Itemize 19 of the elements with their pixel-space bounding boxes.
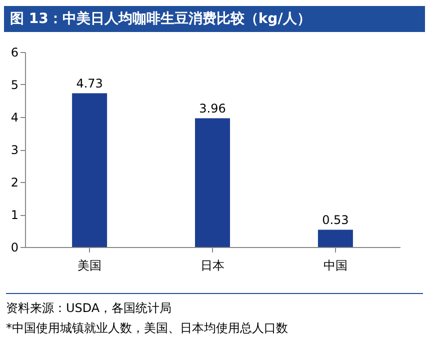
y-tick-label: 0 [10,240,18,254]
data-label: 4.73 [76,76,103,90]
chart-title: 图 13：中美日人均咖啡生豆消费比较（kg/人） [4,6,425,32]
data-label: 0.53 [322,212,349,227]
bar [72,93,108,247]
x-tick-label: 美国 [78,258,102,272]
y-tick-label: 1 [10,208,18,222]
text: *中国使用城镇就业人数，美国、日本均使用总人口数 [6,320,289,337]
x-tick-label: 日本 [200,258,224,272]
y-tick-label: 5 [10,78,18,92]
bar [318,230,353,247]
y-tick-label: 3 [10,143,18,157]
data-label: 3.96 [199,101,226,116]
x-tick-label: 中国 [323,258,348,272]
y-tick-label: 4 [10,110,18,124]
bar [195,118,230,247]
y-tick-label: 2 [10,176,18,190]
text: 资料来源：USDA，各国统计局 [6,300,173,317]
y-tick-label: 6 [10,46,18,60]
